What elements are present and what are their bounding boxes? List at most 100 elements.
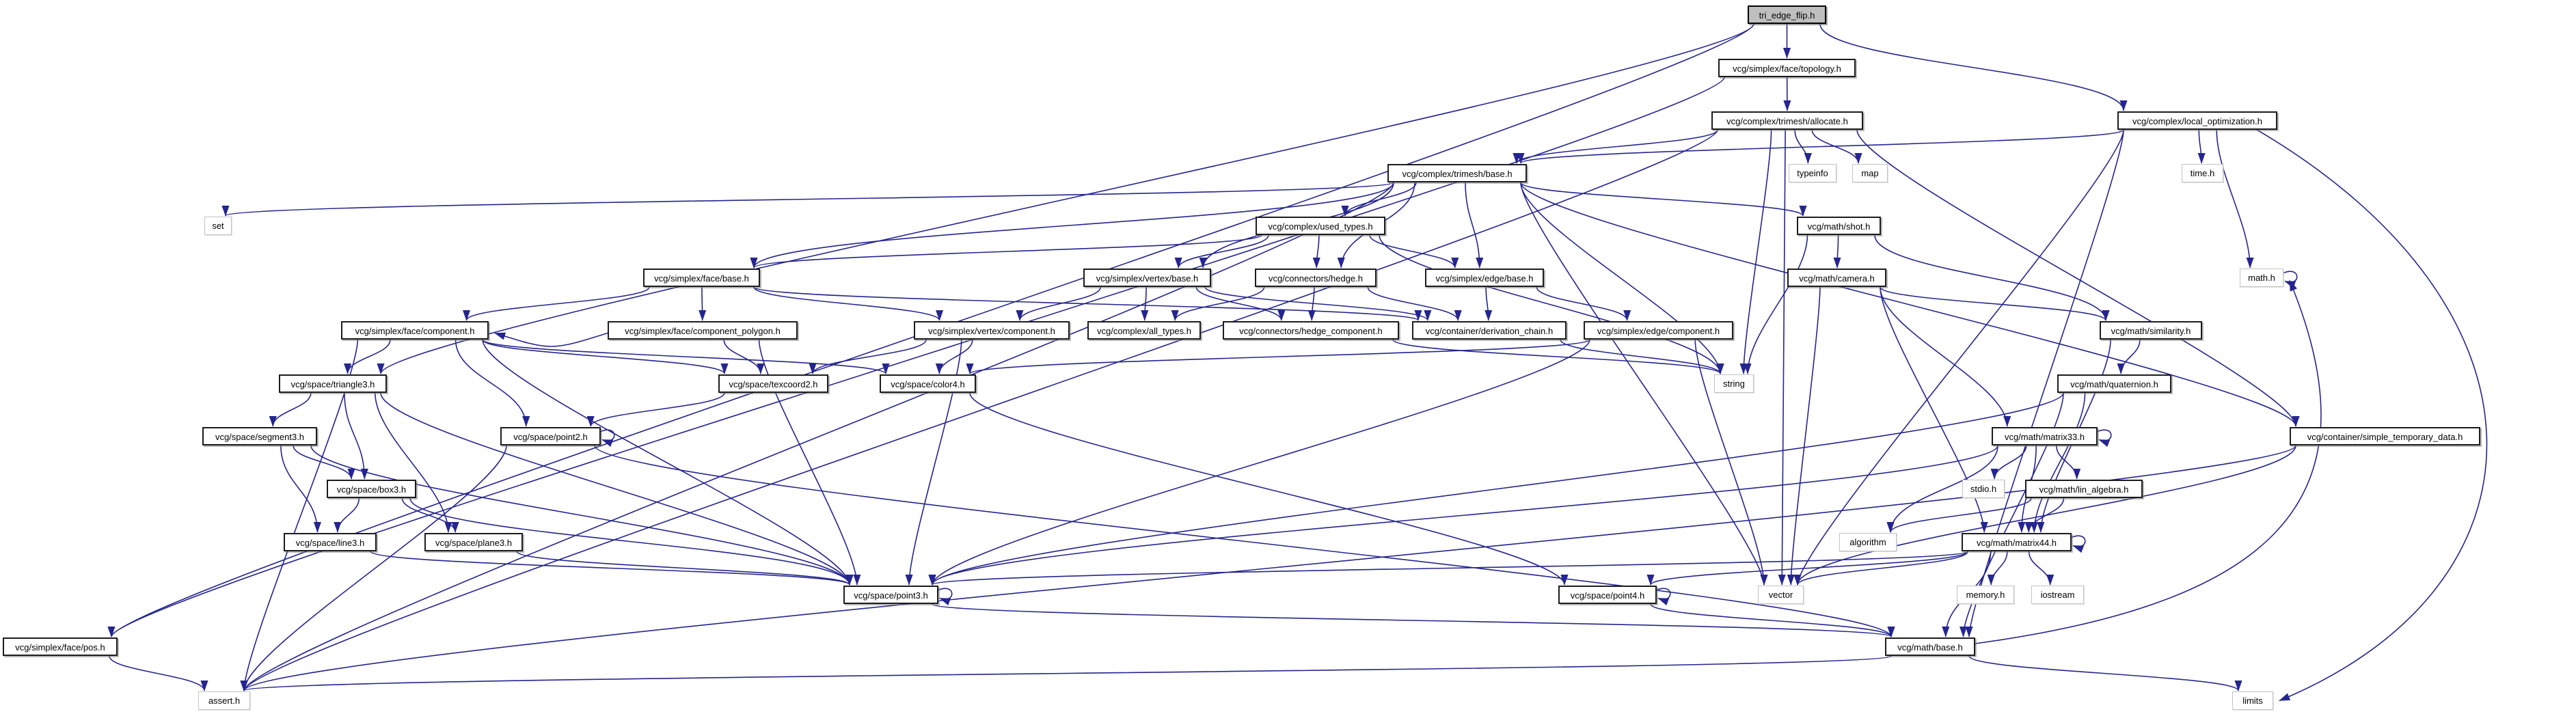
node-facecomppoly[interactable]: vcg/simplex/face/component_polygon.h bbox=[608, 321, 798, 340]
edge-facecomp-color4 bbox=[482, 339, 890, 374]
edge-facecomp-point2 bbox=[455, 339, 530, 427]
edge-vertexbase-vertexcomp bbox=[1016, 286, 1102, 321]
edge-facebase-facecomppoly bbox=[699, 286, 707, 321]
edge-linalg-matrix44 bbox=[2024, 497, 2065, 533]
edge-vertexcomp-color4 bbox=[935, 339, 973, 374]
node-point4[interactable]: vcg/space/point4.h bbox=[1558, 586, 1657, 604]
self-loop-matrix33 bbox=[2097, 429, 2112, 448]
edge-allocate-typeinfo bbox=[1794, 129, 1812, 164]
edge-matrix44-point4 bbox=[1646, 551, 1968, 586]
edge-facepos-asserth bbox=[109, 655, 208, 691]
node-segment3[interactable]: vcg/space/segment3.h bbox=[202, 427, 317, 445]
node-set: set bbox=[204, 217, 232, 235]
edge-quaternion-matrix44 bbox=[2030, 392, 2086, 533]
edge-facecomp-texcoord2 bbox=[482, 339, 729, 374]
edge-vertexbase-hedgecomp bbox=[1195, 286, 1286, 321]
edge-usedtypes-edgebase bbox=[1369, 234, 1459, 269]
node-simptemp[interactable]: vcg/container/simple_temporary_data.h bbox=[2290, 427, 2480, 445]
edge-shot-similarity bbox=[1874, 234, 2110, 321]
edge-hedge-derivchain bbox=[1367, 286, 1462, 321]
edge-vertexbase-alltypes bbox=[1141, 286, 1149, 321]
node-linalg[interactable]: vcg/math/lin_algebra.h bbox=[2025, 480, 2143, 498]
edge-box3-point3 bbox=[409, 497, 854, 586]
node-edgebase[interactable]: vcg/simplex/edge/base.h bbox=[1425, 269, 1544, 287]
edge-triangle3-box3 bbox=[344, 392, 368, 480]
edge-color4-point4 bbox=[969, 392, 1569, 586]
node-color4[interactable]: vcg/space/color4.h bbox=[880, 374, 976, 393]
node-camera[interactable]: vcg/math/camera.h bbox=[1787, 269, 1886, 287]
node-derivchain[interactable]: vcg/container/derivation_chain.h bbox=[1412, 321, 1567, 340]
node-timeh: time.h bbox=[2182, 164, 2223, 182]
node-facepos[interactable]: vcg/simplex/face/pos.h bbox=[3, 637, 118, 656]
edge-segment3-line3 bbox=[280, 445, 322, 533]
edge-localopt-limits bbox=[2256, 129, 2488, 702]
self-loop-point4 bbox=[1656, 588, 1671, 606]
edge-trimeshbase-simptemp bbox=[1520, 182, 2300, 427]
edge-vertexcomp-texcoord2 bbox=[809, 339, 927, 374]
node-point3[interactable]: vcg/space/point3.h bbox=[843, 586, 938, 604]
node-quaternion[interactable]: vcg/math/quaternion.h bbox=[2057, 374, 2171, 393]
edge-vertexcomp-point3 bbox=[905, 339, 962, 586]
edge-usedtypes-string bbox=[1379, 234, 1724, 374]
root-node-root: tri_edge_flip.h bbox=[1748, 5, 1826, 24]
edge-facecomp-point3 bbox=[482, 339, 854, 586]
edge-edgebase-edgecomp bbox=[1536, 286, 1631, 321]
self-loop-point3 bbox=[938, 588, 953, 606]
edge-quaternion-mathbase bbox=[1959, 392, 2064, 637]
edge-matrix44-point3 bbox=[929, 551, 1968, 586]
edge-camera-matrix44 bbox=[1880, 286, 1988, 533]
node-allocate[interactable]: vcg/complex/trimesh/allocate.h bbox=[1711, 111, 1863, 130]
edge-trimeshbase-facebase bbox=[750, 182, 1394, 269]
self-loop-point2 bbox=[600, 429, 615, 448]
node-trimeshbase[interactable]: vcg/complex/trimesh/base.h bbox=[1387, 164, 1527, 182]
node-mathh: math.h bbox=[2240, 269, 2283, 287]
self-loop-mathh bbox=[2283, 271, 2298, 289]
edge-root-triangle3 bbox=[377, 23, 1754, 374]
edge-hedgecomp-string bbox=[1392, 339, 1724, 374]
node-facecomp[interactable]: vcg/simplex/face/component.h bbox=[341, 321, 489, 340]
node-point2[interactable]: vcg/space/point2.h bbox=[500, 427, 601, 445]
node-plane3[interactable]: vcg/space/plane3.h bbox=[424, 533, 523, 551]
node-localopt[interactable]: vcg/complex/local_optimization.h bbox=[2117, 111, 2277, 130]
edge-localopt-trimeshbase bbox=[1517, 129, 2124, 164]
node-similarity[interactable]: vcg/math/similarity.h bbox=[2100, 321, 2202, 340]
edge-allocate-vector bbox=[1778, 129, 1786, 586]
node-vertexcomp[interactable]: vcg/simplex/vertex/component.h bbox=[914, 321, 1070, 340]
edge-camera-vector bbox=[1787, 286, 1821, 586]
node-string: string bbox=[1714, 374, 1754, 393]
node-matrix33[interactable]: vcg/math/matrix33.h bbox=[1992, 427, 2098, 445]
edge-similarity-quaternion bbox=[2117, 339, 2141, 374]
node-vertexbase[interactable]: vcg/simplex/vertex/base.h bbox=[1083, 269, 1211, 287]
node-shot[interactable]: vcg/math/shot.h bbox=[1797, 217, 1881, 235]
edge-segment3-point3 bbox=[310, 445, 854, 586]
edge-hedge-hedgecomp bbox=[1307, 286, 1316, 321]
node-topology[interactable]: vcg/simplex/face/topology.h bbox=[1718, 59, 1856, 77]
edge-edgecomp-point3 bbox=[928, 339, 1590, 586]
node-edgecomp[interactable]: vcg/simplex/edge/component.h bbox=[1584, 321, 1733, 340]
node-hedgecomp[interactable]: vcg/connectors/hedge_component.h bbox=[1223, 321, 1399, 340]
edge-edgebase-derivchain bbox=[1484, 286, 1493, 321]
edge-localopt-mathh bbox=[2216, 129, 2254, 269]
node-box3[interactable]: vcg/space/box3.h bbox=[327, 480, 416, 498]
node-facebase[interactable]: vcg/simplex/face/base.h bbox=[643, 269, 760, 287]
node-line3[interactable]: vcg/space/line3.h bbox=[284, 533, 377, 551]
node-typeinfo: typeinfo bbox=[1789, 164, 1836, 182]
edge-facebase-derivchain bbox=[753, 286, 1422, 321]
edge-allocate-asserth bbox=[240, 129, 1718, 691]
node-algorithm: algorithm bbox=[1839, 533, 1897, 551]
node-texcoord2[interactable]: vcg/space/texcoord2.h bbox=[718, 374, 828, 393]
node-matrix44[interactable]: vcg/math/matrix44.h bbox=[1962, 533, 2072, 551]
edge-matrix44-memoryh bbox=[1987, 551, 2008, 586]
edge-shot-string bbox=[1744, 234, 1808, 374]
edge-vertexbase-derivchain bbox=[1204, 286, 1432, 321]
node-alltypes[interactable]: vcg/complex/all_types.h bbox=[1087, 321, 1201, 340]
node-mathbase[interactable]: vcg/math/base.h bbox=[1885, 637, 1975, 656]
node-triangle3[interactable]: vcg/space/triangle3.h bbox=[279, 374, 387, 393]
edge-matrix33-stdioh bbox=[1990, 445, 2027, 480]
edge-mathbase-asserth bbox=[241, 655, 1892, 691]
edge-derivchain-string bbox=[1560, 339, 1724, 374]
node-hedge[interactable]: vcg/connectors/hedge.h bbox=[1255, 269, 1377, 287]
node-usedtypes[interactable]: vcg/complex/used_types.h bbox=[1256, 217, 1385, 235]
